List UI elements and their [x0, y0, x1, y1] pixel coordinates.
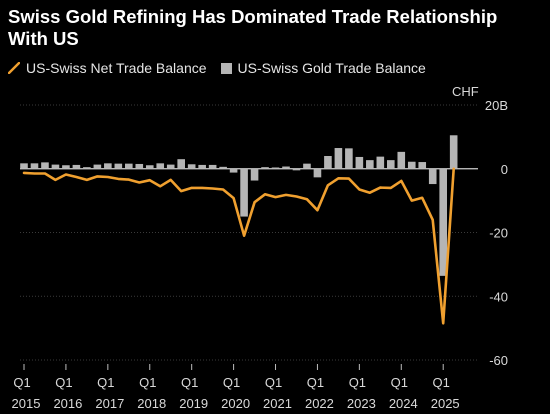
- gold-bar: [229, 168, 238, 173]
- y-tick-label: -60: [489, 353, 508, 368]
- gold-bar: [62, 165, 70, 169]
- gold-bar: [135, 163, 144, 169]
- gold-bar: [20, 163, 28, 169]
- gold-bar: [177, 159, 185, 169]
- gold-bar: [407, 161, 416, 169]
- gold-bar: [104, 163, 112, 169]
- gold-bar: [271, 167, 280, 169]
- legend-label-net: US-Swiss Net Trade Balance: [26, 60, 207, 76]
- gold-bar: [345, 148, 353, 169]
- y-axis-unit: CHF: [452, 84, 479, 99]
- x-tick-quarter: Q1: [13, 375, 30, 390]
- gold-bar: [198, 164, 206, 169]
- gold-bar: [428, 168, 437, 185]
- gold-bar: [387, 160, 395, 169]
- gold-bar: [449, 135, 458, 169]
- gold-bar: [397, 151, 406, 169]
- gold-bar: [93, 164, 102, 169]
- gold-bar: [114, 163, 123, 169]
- x-tick-year: 2019: [179, 396, 208, 411]
- legend-item-gold: US-Swiss Gold Trade Balance: [220, 60, 426, 76]
- gold-bars: [20, 135, 468, 276]
- x-tick-year: 2023: [347, 396, 376, 411]
- x-tick-year: 2020: [221, 396, 250, 411]
- net-line: [22, 167, 456, 325]
- gold-bar: [41, 162, 49, 169]
- x-tick-year: 2022: [305, 396, 334, 411]
- y-tick-label: 20B: [485, 98, 508, 113]
- x-tick-year: 2024: [389, 396, 418, 411]
- gold-bar: [366, 160, 374, 169]
- x-tick-quarter: Q1: [391, 375, 408, 390]
- gold-bar: [219, 166, 227, 169]
- x-tick-year: 2015: [12, 396, 41, 411]
- y-tick-label: -20: [489, 226, 508, 241]
- chart-title: Swiss Gold Refining Has Dominated Trade …: [8, 6, 498, 49]
- x-tick-year: 2025: [431, 396, 460, 411]
- gold-bar: [303, 163, 311, 169]
- gold-bar: [83, 167, 91, 169]
- x-tick-quarter: Q1: [349, 375, 366, 390]
- gold-bar: [261, 167, 269, 169]
- gold-bar: [145, 165, 154, 169]
- x-axis-ticks: Q1 2015 Q1 2016 Q1 2017 Q1 2018 Q1 2019 Q1 2020 Q1 20…: [12, 364, 460, 411]
- x-tick-quarter: Q1: [223, 375, 240, 390]
- gold-bar: [208, 164, 217, 169]
- gold-bar: [313, 168, 322, 178]
- legend: US-Swiss Net Trade Balance US-Swiss Gold…: [8, 60, 440, 76]
- y-tick-label: 0: [501, 162, 508, 177]
- gold-bar: [187, 164, 196, 169]
- gold-bar: [282, 166, 290, 169]
- gold-bar: [292, 168, 301, 171]
- gold-bar: [125, 163, 133, 169]
- gold-bar: [51, 164, 60, 169]
- gold-bar: [334, 148, 343, 169]
- gold-bar: [324, 156, 332, 169]
- gold-bar: [166, 164, 175, 169]
- x-tick-quarter: Q1: [55, 375, 72, 390]
- legend-label-gold: US-Swiss Gold Trade Balance: [237, 60, 426, 76]
- gold-bar: [439, 168, 447, 276]
- legend-swatch-gold: [220, 62, 232, 74]
- x-tick-quarter: Q1: [97, 375, 114, 390]
- x-tick-quarter: Q1: [433, 375, 450, 390]
- gold-bar: [376, 156, 385, 169]
- x-tick-quarter: Q1: [307, 375, 324, 390]
- gridlines: [20, 104, 478, 361]
- y-axis-ticks: 20B 0 -20 -40 -60: [485, 98, 508, 368]
- x-tick-year: 2016: [53, 396, 82, 411]
- legend-item-net: US-Swiss Net Trade Balance: [8, 60, 207, 76]
- gold-bar: [240, 168, 248, 217]
- net-trade-line: [22, 167, 456, 325]
- x-tick-year: 2021: [263, 396, 292, 411]
- legend-swatch-net: [8, 62, 20, 74]
- x-tick-quarter: Q1: [265, 375, 282, 390]
- y-tick-label: -40: [489, 289, 508, 304]
- gold-bar: [156, 163, 165, 169]
- x-tick-year: 2018: [137, 396, 166, 411]
- gold-bar: [250, 168, 259, 181]
- gold-bar: [418, 162, 427, 169]
- x-tick-quarter: Q1: [181, 375, 198, 390]
- x-tick-year: 2017: [95, 396, 124, 411]
- gold-bar: [72, 164, 81, 169]
- x-tick-quarter: Q1: [139, 375, 156, 390]
- gold-bar: [355, 156, 364, 169]
- gold-bar: [30, 163, 39, 169]
- gold-bar: [460, 168, 468, 169]
